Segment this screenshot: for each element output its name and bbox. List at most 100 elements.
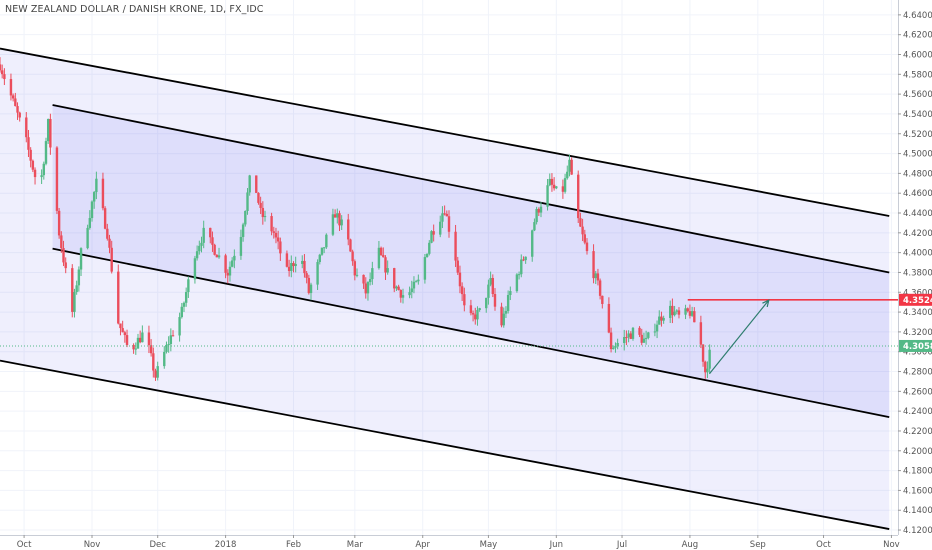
price-tick-label: 4.1400 xyxy=(903,506,932,516)
candle-body xyxy=(614,345,617,348)
candle-body xyxy=(117,271,120,324)
candle-body xyxy=(193,258,197,280)
price-tick-label: 4.5200 xyxy=(903,130,932,140)
candle-body xyxy=(198,245,201,252)
candle-body xyxy=(476,309,479,320)
candle-body xyxy=(535,208,538,223)
price-tick-label: 4.6000 xyxy=(903,50,932,60)
candle-body xyxy=(454,231,457,261)
candle-body xyxy=(259,202,262,208)
candle-body xyxy=(456,260,459,273)
candle-body xyxy=(156,366,159,378)
candle-body xyxy=(533,222,536,231)
price-axis[interactable]: 4.1200 4.1400 4.1600 4.1800 4.2000 4.2200 4.24… xyxy=(898,0,932,550)
price-tick-label: 4.5000 xyxy=(903,150,932,160)
candle-body xyxy=(368,279,372,283)
candle-body xyxy=(33,169,37,178)
candle-body xyxy=(506,294,510,312)
price-tick-label: 4.4200 xyxy=(903,229,932,239)
candle-body xyxy=(546,185,549,207)
candle-body xyxy=(445,213,449,217)
candle-body xyxy=(77,269,81,286)
candle-body xyxy=(3,74,6,80)
candle-body xyxy=(90,201,94,219)
outer-channel-fill xyxy=(0,48,890,530)
candle-body xyxy=(285,253,289,267)
candle-body xyxy=(279,241,282,254)
candle-body xyxy=(79,248,83,270)
candle-body xyxy=(40,175,43,178)
candle-body xyxy=(469,305,473,314)
candle-body xyxy=(629,333,632,339)
chart-grid xyxy=(0,0,898,535)
candle-body xyxy=(353,261,357,276)
candle-body xyxy=(0,64,2,71)
candle-body xyxy=(71,268,74,312)
candle-body xyxy=(471,313,475,315)
regression-channels xyxy=(0,47,890,530)
candle-body xyxy=(294,263,297,267)
candle-body xyxy=(73,291,76,312)
candle-body xyxy=(612,347,615,350)
candle-body xyxy=(408,292,411,296)
candle-body xyxy=(318,254,321,263)
candle-body xyxy=(27,137,30,150)
candle-body xyxy=(123,332,127,336)
candle-body xyxy=(623,337,626,343)
candle-body xyxy=(88,218,91,228)
candle-body xyxy=(581,226,584,235)
time-tick-label: Mar xyxy=(347,540,364,550)
candle-body xyxy=(55,147,59,211)
candle-body xyxy=(447,216,451,232)
candle-body xyxy=(609,332,613,350)
candle-body xyxy=(178,317,181,336)
candle-body xyxy=(138,337,142,343)
candle-body xyxy=(550,178,554,185)
candle-body xyxy=(439,221,442,235)
candle-body xyxy=(230,260,234,267)
candle-body xyxy=(677,310,681,315)
candle-body xyxy=(31,160,35,170)
candle-body xyxy=(675,310,678,312)
candle-body xyxy=(515,274,519,292)
time-tick-label: Jun xyxy=(549,540,563,550)
candle-body xyxy=(491,278,495,295)
candle-body xyxy=(46,118,50,142)
candle-body xyxy=(568,159,571,172)
inner-channel-upper-line xyxy=(52,104,890,274)
candle-body xyxy=(414,281,418,283)
candle-body xyxy=(62,248,65,263)
candle-body xyxy=(147,332,151,346)
candle-body xyxy=(647,332,650,338)
candle-body xyxy=(244,210,247,225)
price-tick-label: 4.2600 xyxy=(903,387,932,397)
candle-body xyxy=(598,280,602,296)
candle-body xyxy=(377,247,381,269)
candle-body xyxy=(209,227,212,238)
candle-body xyxy=(195,251,199,259)
candle-body xyxy=(537,208,540,213)
candle-body xyxy=(106,228,109,239)
candle-body xyxy=(699,322,703,345)
candle-body xyxy=(596,273,600,281)
candle-body xyxy=(338,213,341,226)
target-price-badge xyxy=(899,293,932,306)
candle-body xyxy=(706,368,709,373)
candle-body xyxy=(217,255,221,258)
candle-body xyxy=(125,335,129,345)
candle-body xyxy=(163,351,166,367)
candle-body xyxy=(187,279,190,293)
candle-body xyxy=(425,253,429,258)
price-tick-label: 4.2800 xyxy=(903,368,932,378)
candle-body xyxy=(349,239,352,252)
candle-body xyxy=(625,337,628,339)
candle-body xyxy=(577,174,580,219)
time-tick-label: Dec xyxy=(149,540,166,550)
candle-body xyxy=(570,159,573,175)
candle-body xyxy=(410,288,413,293)
candle-body xyxy=(616,342,619,346)
time-axis[interactable]: Oct Nov Dec 2018 Feb Mar Apr May Jun Jul Aug Sep Oct… xyxy=(0,535,932,550)
time-tick-label: Jul xyxy=(616,540,627,550)
candle-body xyxy=(248,175,251,193)
